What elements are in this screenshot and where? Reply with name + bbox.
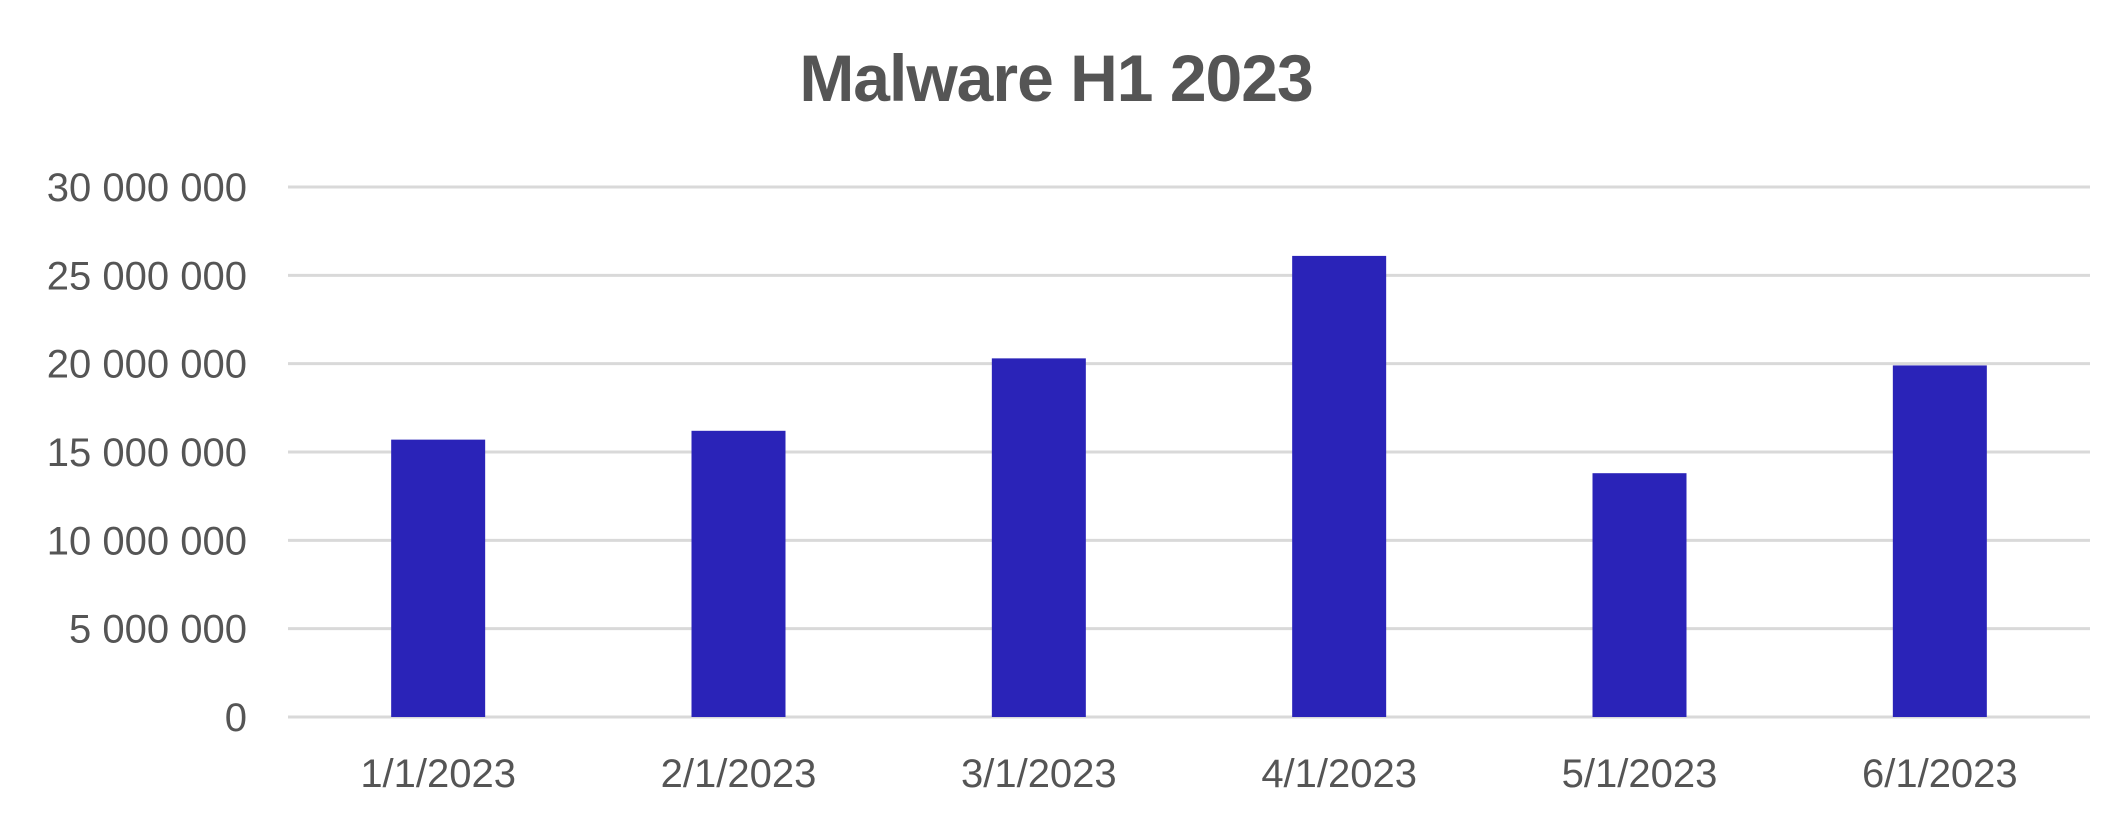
y-axis-ticks: 0 5 000 000 10 000 000 15 000 000 20 000 000…	[47, 166, 247, 740]
x-axis-ticks: 1/1/2023 2/1/2023 3/1/2023 4/1/2023 5/1/2023…	[360, 752, 2017, 796]
y-tick-label: 0	[225, 696, 247, 740]
x-tick-label: 1/1/2023	[360, 752, 516, 796]
y-tick-label: 5 000 000	[69, 608, 247, 652]
bar	[391, 439, 486, 717]
x-tick-label: 2/1/2023	[661, 752, 817, 796]
x-tick-label: 3/1/2023	[961, 752, 1117, 796]
x-tick-label: 6/1/2023	[1862, 752, 2018, 796]
x-tick-label: 4/1/2023	[1261, 752, 1417, 796]
y-tick-label: 25 000 000	[47, 254, 247, 298]
grid-lines	[288, 185, 2090, 719]
bar	[1892, 365, 1987, 717]
bar	[1292, 255, 1387, 717]
x-tick-label: 5/1/2023	[1562, 752, 1718, 796]
y-tick-label: 30 000 000	[47, 166, 247, 210]
bar	[691, 430, 786, 717]
bars	[391, 255, 1987, 717]
y-tick-label: 10 000 000	[47, 519, 247, 563]
y-tick-label: 15 000 000	[47, 431, 247, 475]
bar	[991, 358, 1086, 717]
bar	[1592, 473, 1687, 717]
y-tick-label: 20 000 000	[47, 343, 247, 387]
chart-title: Malware H1 2023	[799, 41, 1313, 115]
